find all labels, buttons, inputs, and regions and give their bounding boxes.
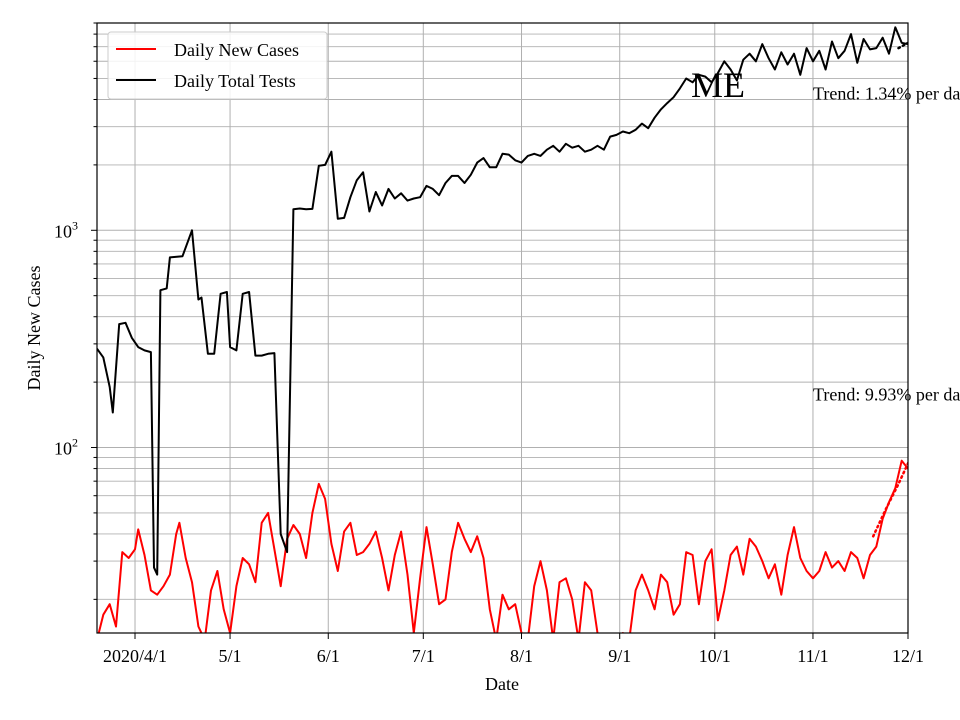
- trend-annotation-cases: Trend: 9.93% per day: [813, 384, 960, 404]
- trend-annotation-tests: Trend: 1.34% per day: [813, 84, 960, 104]
- series-line-daily-new-cases: [97, 459, 908, 633]
- plot-frame: [96, 22, 909, 634]
- trend-line-1: [897, 41, 908, 50]
- x-tick-label: 11/1: [797, 646, 828, 666]
- x-tick-label: 2020/4/1: [103, 646, 167, 666]
- legend-label-daily-total-tests: Daily Total Tests: [174, 71, 296, 91]
- ticks: 2020/4/1 5/1 6/1 7/1 8/1 9/1 10/1 11/1 12/1 102 10…: [54, 22, 924, 666]
- x-tick-label: 6/1: [317, 646, 340, 666]
- x-axis-label: Date: [485, 674, 519, 694]
- x-tick-label: 9/1: [608, 646, 631, 666]
- x-tick-label: 8/1: [510, 646, 533, 666]
- x-tick-label: 7/1: [412, 646, 435, 666]
- x-tick-label: 10/1: [699, 646, 731, 666]
- series-layer: [97, 26, 908, 633]
- series-line-daily-total-tests: [97, 26, 908, 576]
- legend-label-daily-new-cases: Daily New Cases: [174, 40, 299, 60]
- plot-area: [97, 26, 908, 633]
- legend-box: [107, 31, 328, 100]
- chart-title: ME: [691, 65, 745, 105]
- grid: [97, 22, 909, 633]
- x-tick-label: 5/1: [219, 646, 242, 666]
- y-axis-label: Daily New Cases: [24, 266, 44, 391]
- trend-line-0: [871, 460, 908, 538]
- x-tick-label: 12/1: [892, 646, 924, 666]
- legend: Daily New Cases Daily Total Tests: [107, 31, 328, 100]
- y-tick-label: 102: [54, 436, 78, 459]
- y-tick-label: 103: [54, 218, 78, 241]
